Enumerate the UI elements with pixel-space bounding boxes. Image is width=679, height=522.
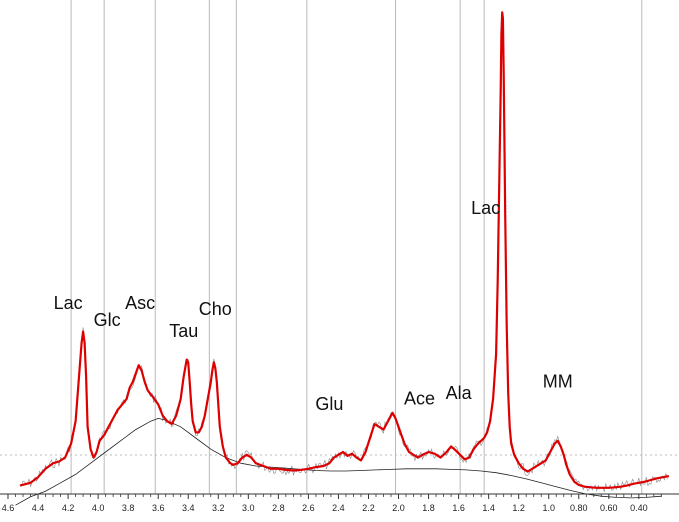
x-tick-label: 2.0 <box>392 503 405 513</box>
peak-label-lac-8: Lac <box>471 198 500 218</box>
x-tick-label: 4.6 <box>2 503 15 513</box>
x-tick-label: 4.4 <box>32 503 45 513</box>
x-tick-label: 1.8 <box>422 503 435 513</box>
x-tick-label: 2.8 <box>272 503 285 513</box>
x-tick-label: 2.2 <box>362 503 375 513</box>
peak-label-glu-5: Glu <box>315 394 343 414</box>
peak-label-lac-0: Lac <box>54 293 83 313</box>
x-tick-label: 2.6 <box>302 503 315 513</box>
x-tick-label: 4.0 <box>92 503 105 513</box>
x-tick-label: 1.6 <box>452 503 465 513</box>
peak-label-ala-7: Ala <box>446 383 473 403</box>
peak-label-tau-3: Tau <box>169 321 198 341</box>
fitted-spectrum-curve <box>19 11 670 489</box>
x-tick-label: 3.8 <box>122 503 135 513</box>
x-tick-label: 1.2 <box>512 503 525 513</box>
x-tick-label: 3.4 <box>182 503 195 513</box>
x-tick-label: 1.0 <box>542 503 555 513</box>
peak-label-asc-2: Asc <box>125 293 155 313</box>
raw-spectrum-trace <box>19 12 668 493</box>
x-tick-label: 1.4 <box>482 503 495 513</box>
x-tick-label: 0.80 <box>570 503 588 513</box>
baseline-curve <box>15 417 662 506</box>
vertical-gridlines <box>70 0 643 494</box>
x-tick-label: 3.6 <box>152 503 165 513</box>
x-axis-ticks: 4.6 4.4 4.2 4.0 3.8 3.6 3.4 3.2 3.0 2.8 2.6 2.4 2.2 2… <box>2 494 662 513</box>
x-tick-label: 0.40 <box>630 503 648 513</box>
x-tick-label: 3.2 <box>212 503 225 513</box>
x-tick-label: 2.4 <box>332 503 345 513</box>
x-tick-label: 4.2 <box>62 503 75 513</box>
x-tick-label: 3.0 <box>242 503 255 513</box>
peak-label-mm-9: MM <box>543 372 573 392</box>
peak-label-cho-4: Cho <box>199 299 232 319</box>
peak-label-glc-1: Glc <box>94 310 121 330</box>
peak-label-ace-6: Ace <box>404 388 435 408</box>
x-tick-label: 0.60 <box>600 503 618 513</box>
